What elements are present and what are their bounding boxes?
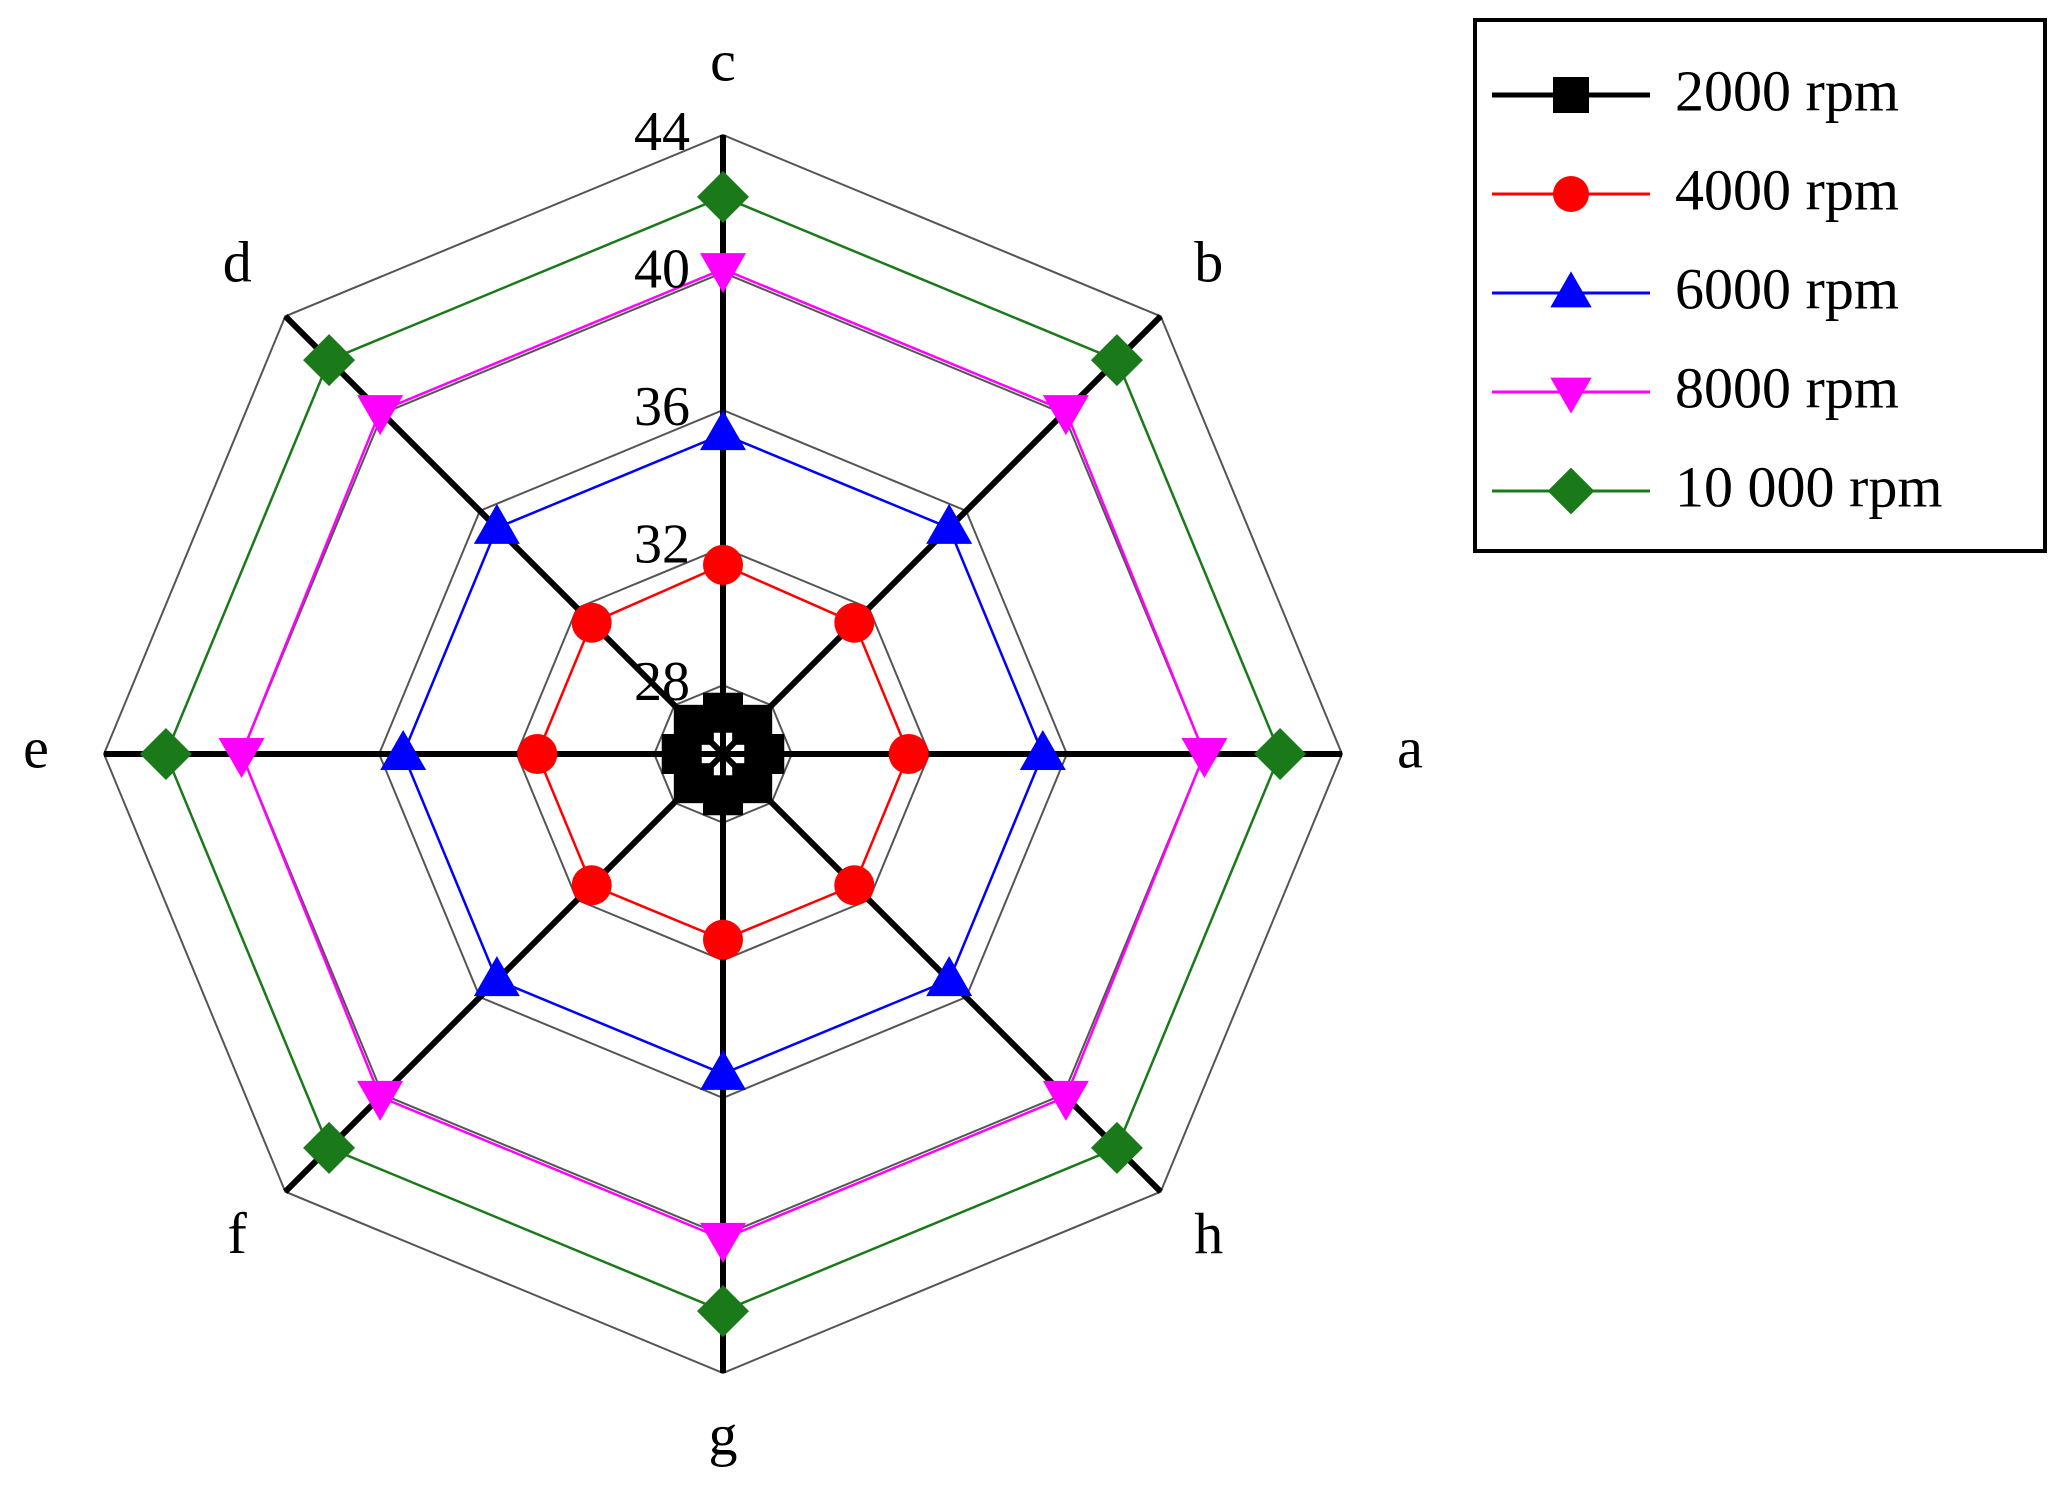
r-tick-label: 44: [634, 101, 690, 163]
marker: [697, 1285, 749, 1338]
marker: [357, 395, 404, 436]
marker: [700, 410, 746, 451]
legend-label: 8000 rpm: [1675, 355, 1899, 420]
category-label: d: [223, 230, 252, 295]
marker: [1553, 176, 1589, 212]
marker: [703, 919, 743, 960]
marker: [139, 728, 192, 780]
category-label: a: [1397, 715, 1423, 780]
marker: [517, 734, 558, 774]
marker: [1019, 730, 1066, 770]
marker: [380, 730, 427, 770]
marker: [732, 763, 773, 804]
legend-label: 6000 rpm: [1675, 256, 1899, 321]
r-tick-label: 28: [634, 651, 690, 713]
marker: [700, 1222, 746, 1263]
category-label: g: [709, 1402, 738, 1467]
marker: [700, 253, 746, 294]
marker: [571, 602, 612, 643]
marker: [303, 334, 356, 387]
r-tick-label: 36: [634, 376, 690, 438]
marker: [1550, 271, 1592, 308]
marker: [473, 503, 520, 544]
marker: [303, 1121, 356, 1174]
marker: [1090, 334, 1143, 387]
marker: [218, 738, 265, 778]
marker: [834, 602, 875, 643]
marker: [473, 956, 520, 997]
marker: [926, 503, 973, 544]
marker: [571, 865, 612, 906]
category-label: f: [228, 1201, 248, 1266]
marker: [926, 956, 973, 997]
category-label: b: [1194, 230, 1223, 295]
marker: [834, 865, 875, 906]
marker: [700, 1049, 746, 1090]
marker: [1550, 377, 1592, 414]
r-tick-label: 32: [634, 514, 690, 576]
marker: [888, 734, 929, 774]
legend-label: 2000 rpm: [1675, 58, 1899, 123]
marker: [697, 170, 749, 223]
legend-label: 10 000 rpm: [1675, 454, 1942, 519]
marker: [1181, 738, 1228, 778]
legend-label: 4000 rpm: [1675, 157, 1899, 222]
marker: [1042, 395, 1089, 436]
category-label: c: [710, 28, 736, 93]
marker: [1090, 1121, 1143, 1174]
marker: [1547, 467, 1595, 515]
marker: [357, 1080, 404, 1121]
marker: [1254, 728, 1307, 780]
category-label: e: [23, 715, 49, 780]
marker: [703, 544, 743, 585]
marker: [1042, 1080, 1089, 1121]
r-tick-label: 40: [634, 238, 690, 300]
category-label: h: [1194, 1201, 1223, 1266]
marker: [1553, 77, 1589, 113]
